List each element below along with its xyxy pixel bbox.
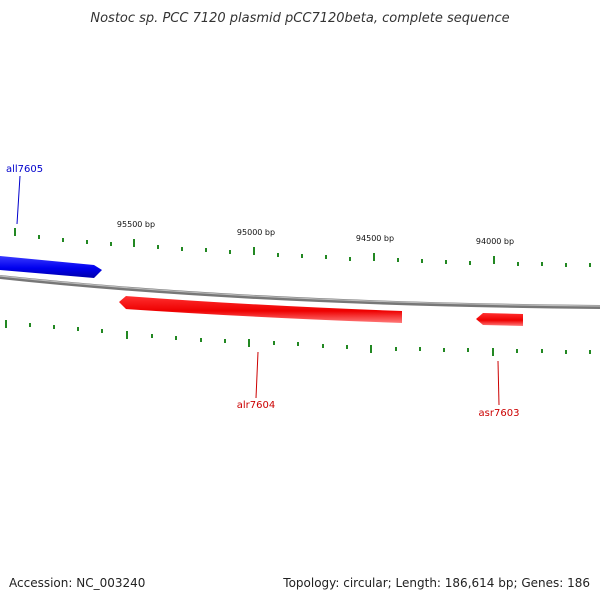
lower-tick-marks bbox=[5, 320, 591, 356]
gene-arrow-all7605[interactable] bbox=[0, 256, 102, 278]
gene-arrow-asr7603[interactable] bbox=[476, 313, 523, 326]
minor-tick bbox=[397, 258, 399, 262]
accession-text: Accession: NC_003240 bbox=[9, 576, 145, 590]
minor-tick bbox=[200, 338, 202, 342]
minor-tick bbox=[53, 325, 55, 329]
minor-tick bbox=[229, 250, 231, 254]
minor-tick bbox=[541, 262, 543, 266]
minor-tick bbox=[77, 327, 79, 331]
minor-tick bbox=[589, 350, 591, 354]
major-tick bbox=[5, 320, 7, 328]
minor-tick bbox=[38, 235, 40, 239]
minor-tick bbox=[516, 349, 518, 353]
map-title: Nostoc sp. PCC 7120 plasmid pCC7120beta,… bbox=[90, 11, 509, 26]
upper-tick-marks bbox=[14, 228, 591, 267]
minor-tick bbox=[349, 257, 351, 261]
minor-tick bbox=[205, 248, 207, 252]
topology-summary: Topology: circular; Length: 186,614 bp; … bbox=[282, 576, 590, 590]
major-tick bbox=[373, 253, 375, 261]
minor-tick bbox=[325, 255, 327, 259]
minor-tick bbox=[565, 263, 567, 267]
minor-tick bbox=[565, 350, 567, 354]
major-tick bbox=[493, 256, 495, 264]
minor-tick bbox=[589, 263, 591, 267]
minor-tick bbox=[151, 334, 153, 338]
minor-tick bbox=[101, 329, 103, 333]
minor-tick bbox=[395, 347, 397, 351]
minor-tick bbox=[517, 262, 519, 266]
tick-label: 95500 bp bbox=[117, 220, 155, 229]
minor-tick bbox=[322, 344, 324, 348]
plasmid-backbone-highlight bbox=[0, 275, 600, 307]
gene-arrow-alr7604[interactable] bbox=[119, 296, 402, 323]
minor-tick bbox=[301, 254, 303, 258]
minor-tick bbox=[86, 240, 88, 244]
major-tick bbox=[253, 247, 255, 255]
minor-tick bbox=[175, 336, 177, 340]
minor-tick bbox=[157, 245, 159, 249]
minor-tick bbox=[273, 341, 275, 345]
minor-tick bbox=[421, 259, 423, 263]
gene-label-alr7604: alr7604 bbox=[237, 400, 275, 411]
major-tick bbox=[248, 339, 250, 347]
tick-label: 95000 bp bbox=[237, 228, 275, 237]
minor-tick bbox=[541, 349, 543, 353]
gene-callout-line bbox=[497, 360, 500, 406]
gene-asr7603[interactable]: asr7603 bbox=[476, 313, 523, 419]
gene-label-asr7603: asr7603 bbox=[479, 408, 520, 419]
major-tick bbox=[492, 348, 494, 356]
minor-tick bbox=[277, 253, 279, 257]
gene-alr7604[interactable]: alr7604 bbox=[119, 296, 402, 411]
minor-tick bbox=[181, 247, 183, 251]
gene-label-all7605: all7605 bbox=[6, 164, 43, 175]
minor-tick bbox=[443, 348, 445, 352]
tick-label: 94000 bp bbox=[476, 237, 514, 246]
minor-tick bbox=[445, 260, 447, 264]
gene-callout-line bbox=[255, 351, 259, 399]
gene-all7605[interactable]: all7605 bbox=[0, 164, 102, 278]
minor-tick bbox=[62, 238, 64, 242]
minor-tick bbox=[29, 323, 31, 327]
tick-label: 94500 bp bbox=[356, 234, 394, 243]
minor-tick bbox=[224, 339, 226, 343]
minor-tick bbox=[419, 347, 421, 351]
major-tick bbox=[133, 239, 135, 247]
major-tick bbox=[126, 331, 128, 339]
minor-tick bbox=[110, 242, 112, 246]
gene-callout-line bbox=[16, 175, 21, 225]
minor-tick bbox=[469, 261, 471, 265]
major-tick bbox=[370, 345, 372, 353]
major-tick bbox=[14, 228, 16, 236]
minor-tick bbox=[297, 342, 299, 346]
minor-tick bbox=[467, 348, 469, 352]
plasmid-backbone bbox=[0, 275, 600, 309]
minor-tick bbox=[346, 345, 348, 349]
